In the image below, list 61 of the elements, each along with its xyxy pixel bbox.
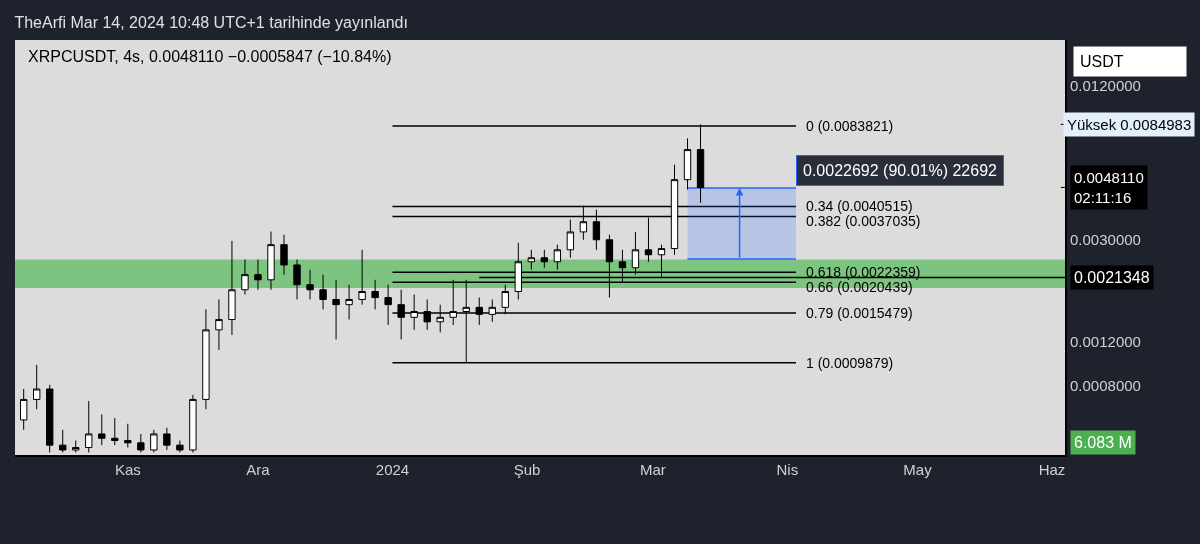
candlestick (72, 440, 80, 453)
ref-line-label: 0.0048110 02:11:16 (1074, 169, 1144, 206)
series-label: 0.618 (0.0022359) (806, 264, 921, 280)
x-tick-label: Haz (1038, 461, 1066, 478)
x-tick-label: Ara (246, 461, 271, 478)
candlestick (241, 259, 249, 296)
text: 6.083 M (1074, 434, 1132, 451)
x-tick-label: Mar (639, 461, 666, 478)
series-label: 0.79 (0.0015479) (806, 305, 913, 321)
series-label: 0 (0.0083821) (806, 118, 894, 134)
y-tick-label: 0.0012000 (1070, 332, 1141, 350)
text: XRPCUSDT, 4s, 0.0048110 −0.0005847 (−10.84%) (28, 48, 392, 65)
candlestick (228, 240, 236, 336)
ref-line-label: Yüksek 0.0084983 (1067, 116, 1192, 133)
candlestick (176, 440, 184, 453)
x-tick-label: May (903, 461, 933, 478)
candlestick (111, 417, 119, 446)
candlestick (566, 219, 575, 259)
y-tick-label: 0.0008000 (1070, 377, 1141, 395)
series-label: 1 (0.0009879) (806, 355, 894, 371)
series-label: 0.34 (0.0040515) (806, 198, 913, 214)
candlestick (540, 249, 549, 269)
candlestick (319, 274, 327, 310)
series-label: 0.0022692 (90.01%) 22692 (803, 162, 998, 179)
x-tick-label: Nis (776, 461, 799, 478)
series-label: 0.382 (0.0037035) (806, 213, 921, 229)
candlestick (345, 284, 353, 321)
x-tick-label: Kas (114, 461, 141, 478)
candlestick (371, 279, 379, 310)
candlestick (46, 384, 54, 453)
candlestick (280, 234, 288, 276)
candlestick (553, 244, 562, 271)
candlestick (384, 284, 392, 326)
y-axis-title: USDT (1080, 53, 1124, 70)
series-label: 0.66 (0.0020439) (806, 279, 913, 295)
candlestick (254, 259, 262, 291)
x-tick-label: 2024 (375, 461, 410, 478)
series-label: 0.0021348 (1074, 269, 1150, 286)
candlestick (293, 259, 301, 300)
candlestick (163, 427, 171, 451)
candlestick (150, 429, 158, 453)
candlestick (202, 308, 210, 410)
x-tick-label: Şub (513, 461, 541, 478)
y-tick-label: 0.0120000 (1070, 77, 1141, 95)
y-tick-label: 0.0030000 (1070, 231, 1141, 249)
candlestick (85, 400, 93, 453)
candlestick (306, 269, 314, 300)
candlestick (527, 249, 536, 271)
candlestick (189, 394, 197, 453)
candlestick (267, 231, 275, 291)
candlestick (137, 433, 145, 453)
chart-title: TheArfi Mar 14, 2024 10:48 UTC+1 tarihinde yayınlandı (14, 13, 408, 31)
candlestick (33, 364, 41, 410)
candlestick (19, 388, 28, 431)
candlestick (332, 279, 340, 340)
candlestick (215, 298, 223, 351)
candlestick (683, 137, 692, 191)
candlestick (358, 249, 366, 306)
candlestick (124, 423, 132, 449)
candlestick (98, 413, 106, 446)
candlestick (59, 429, 67, 453)
